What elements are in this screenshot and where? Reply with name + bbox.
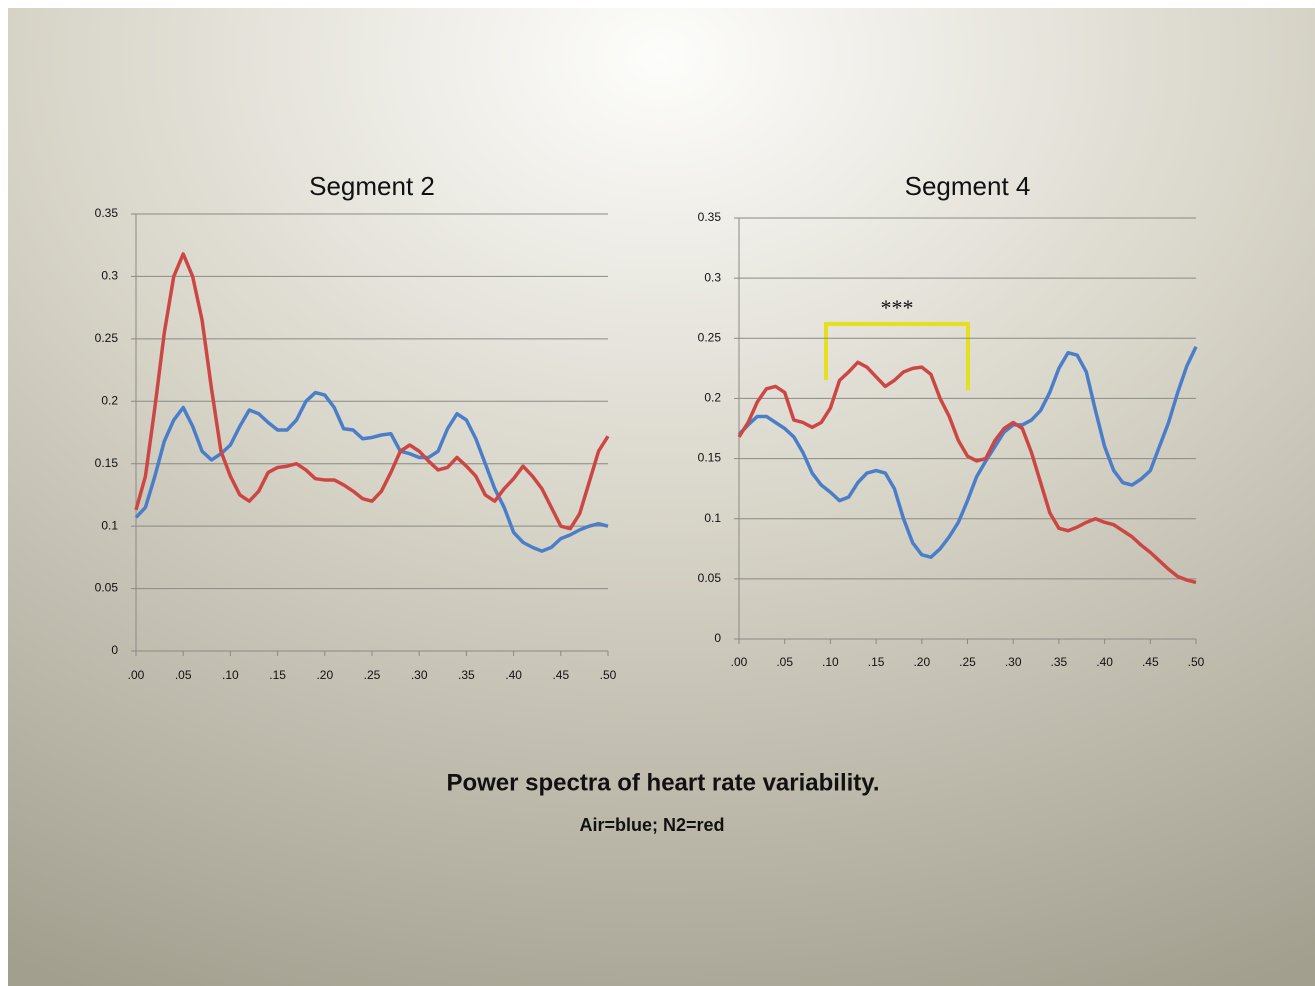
data-line	[134, 252, 610, 531]
y-tick-label: 0.1	[704, 511, 721, 525]
y-tick-label: 0.3	[704, 270, 721, 284]
x-tick-label: .35	[458, 668, 475, 682]
x-tick-label: .45	[552, 668, 569, 682]
chart-title: Segment 4	[905, 171, 1031, 201]
y-tick-label: 0.15	[95, 456, 119, 470]
x-tick-label: .25	[959, 655, 976, 669]
y-tick-label: 0.2	[704, 391, 721, 405]
x-tick-label: .50	[600, 668, 617, 682]
annotation: ***	[881, 295, 914, 320]
x-tick-label: .15	[868, 655, 885, 669]
x-tick-label: .05	[776, 655, 793, 669]
y-tick-label: 0.35	[95, 206, 119, 220]
data-line	[737, 360, 1197, 585]
x-tick-label: .15	[269, 668, 286, 682]
chart-title: Segment 2	[309, 171, 435, 201]
x-tick-label: .00	[731, 655, 748, 669]
x-tick-label: .35	[1051, 655, 1068, 669]
y-tick-label: 0.25	[698, 330, 722, 344]
x-tick-label: .40	[1096, 655, 1113, 669]
y-tick-label: 0	[714, 631, 721, 645]
x-tick-label: .10	[822, 655, 839, 669]
slide-background	[8, 8, 1315, 986]
x-tick-label: .45	[1142, 655, 1159, 669]
caption-title: Power spectra of heart rate variability.	[446, 769, 879, 796]
y-tick-label: 0.35	[698, 210, 722, 224]
y-tick-label: 0	[111, 643, 118, 657]
x-tick-label: .20	[913, 655, 930, 669]
caption-subtitle: Air=blue; N2=red	[579, 815, 724, 835]
x-tick-label: .40	[505, 668, 522, 682]
y-tick-label: 0.25	[95, 331, 119, 345]
y-tick-label: 0.05	[698, 571, 722, 585]
data-line	[134, 390, 609, 553]
y-tick-label: 0.05	[95, 581, 119, 595]
x-tick-label: .05	[175, 668, 192, 682]
data-line	[737, 345, 1198, 559]
x-tick-label: .30	[411, 668, 428, 682]
x-tick-label: .30	[1005, 655, 1022, 669]
x-tick-label: .10	[222, 668, 239, 682]
x-tick-label: .20	[316, 668, 333, 682]
y-tick-label: 0.2	[101, 393, 118, 407]
x-tick-label: .25	[364, 668, 381, 682]
y-tick-label: 0.15	[698, 451, 722, 465]
x-tick-label: .50	[1188, 655, 1205, 669]
x-tick-label: .00	[128, 668, 145, 682]
significance-bracket	[824, 322, 970, 390]
y-tick-label: 0.1	[101, 518, 118, 532]
y-tick-label: 0.3	[101, 269, 118, 283]
